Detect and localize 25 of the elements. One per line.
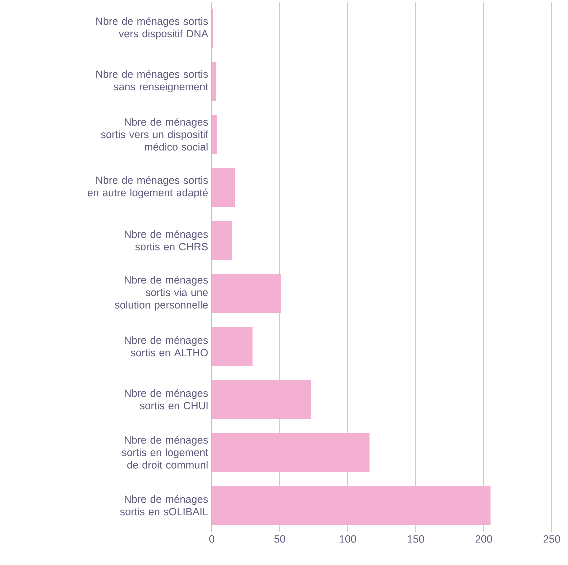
- bar: [212, 220, 232, 260]
- y-tick-label: Nbre de ménages sortis en sOLIBAIL: [120, 495, 208, 516]
- bar: [212, 168, 236, 207]
- bar: [212, 62, 216, 101]
- y-tick-label: Nbre de ménages sortis vers dispositif DNA: [96, 17, 208, 40]
- y-tick-label: Nbre de ménages sortis en CHUl: [125, 389, 208, 410]
- bar: [212, 274, 282, 313]
- x-tick-label: 0: [210, 536, 215, 543]
- bar: [212, 432, 370, 472]
- bar: [212, 486, 491, 525]
- y-tick-label: Nbre de ménages sortis via une solution personnelle: [115, 276, 208, 311]
- y-tick-label: Nbre de ménages sortis en autre logement adapté: [88, 176, 208, 199]
- y-tick-label: Nbre de ménages sortis en logement de droit communl: [122, 436, 208, 469]
- x-tick-label: 250: [544, 536, 560, 543]
- x-tick-label: 50: [274, 536, 286, 543]
- y-tick-label: Nbre de ménages sortis en ALTHO: [125, 336, 208, 357]
- y-tick-label: Nbre de ménages sortis vers un dispositif médico social: [101, 118, 208, 151]
- bar: [212, 114, 218, 154]
- bar: [212, 326, 253, 366]
- y-tick-label: Nbre de ménages sortis sans renseignement: [96, 70, 208, 93]
- y-tick-label: Nbre de ménages sortis en CHRS: [125, 230, 208, 251]
- x-tick-label: 150: [408, 536, 424, 543]
- x-tick-label: 200: [476, 536, 492, 543]
- x-tick-label: 100: [340, 536, 356, 543]
- bar: [212, 380, 312, 419]
